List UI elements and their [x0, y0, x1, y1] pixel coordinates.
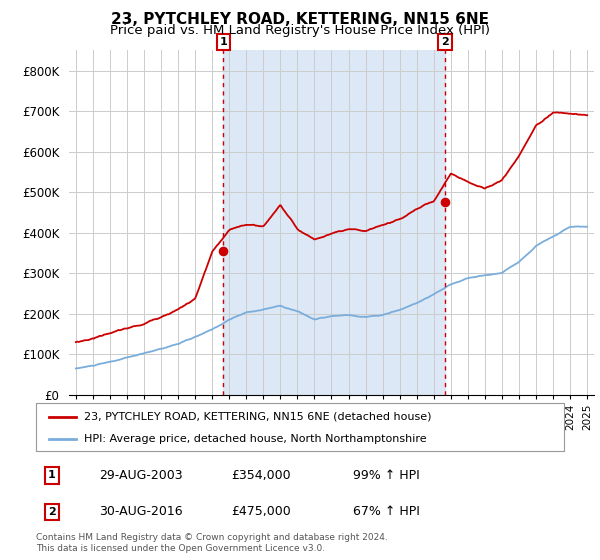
Point — [218, 247, 228, 256]
Text: HPI: Average price, detached house, North Northamptonshire: HPI: Average price, detached house, Nort… — [83, 434, 426, 444]
Text: 23, PYTCHLEY ROAD, KETTERING, NN15 6NE (detached house): 23, PYTCHLEY ROAD, KETTERING, NN15 6NE (… — [83, 412, 431, 422]
Bar — [223, 50, 445, 395]
Text: £354,000: £354,000 — [232, 469, 291, 482]
Text: Contains HM Land Registry data © Crown copyright and database right 2024.
This d: Contains HM Land Registry data © Crown c… — [36, 533, 388, 553]
Point — [440, 198, 450, 207]
Text: 23, PYTCHLEY ROAD, KETTERING, NN15 6NE: 23, PYTCHLEY ROAD, KETTERING, NN15 6NE — [111, 12, 489, 27]
Text: 1: 1 — [220, 37, 227, 47]
Text: 67% ↑ HPI: 67% ↑ HPI — [353, 505, 419, 519]
Text: 2: 2 — [441, 37, 449, 47]
FancyBboxPatch shape — [36, 403, 564, 451]
Text: £475,000: £475,000 — [232, 505, 291, 519]
Text: 99% ↑ HPI: 99% ↑ HPI — [353, 469, 419, 482]
Text: 2: 2 — [48, 507, 56, 517]
Text: 1: 1 — [48, 470, 56, 480]
Text: 29-AUG-2003: 29-AUG-2003 — [100, 469, 183, 482]
Text: Price paid vs. HM Land Registry's House Price Index (HPI): Price paid vs. HM Land Registry's House … — [110, 24, 490, 36]
Text: 30-AUG-2016: 30-AUG-2016 — [100, 505, 183, 519]
